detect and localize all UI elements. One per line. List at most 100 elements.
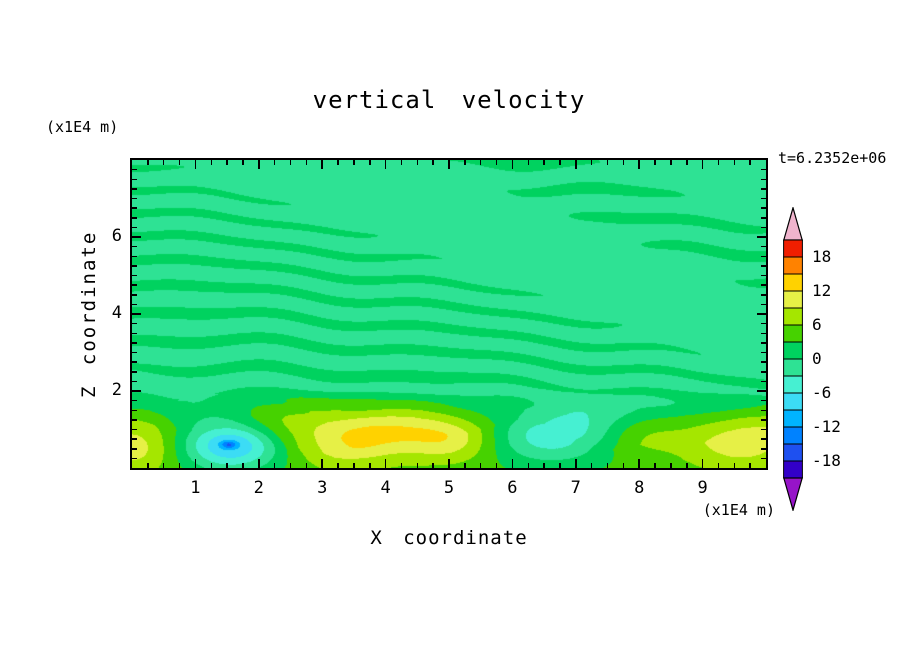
z-tick — [761, 226, 766, 229]
z-tick — [132, 178, 137, 180]
colorbar-band — [783, 392, 803, 411]
x-tick — [416, 463, 419, 468]
axis-ticks — [132, 160, 766, 468]
x-tick — [321, 459, 323, 468]
x-tick — [686, 463, 688, 468]
z-tick — [761, 332, 766, 334]
z-tick — [132, 274, 137, 277]
x-tick-label: 4 — [380, 478, 391, 498]
z-tick — [132, 390, 141, 392]
z-tick — [132, 188, 137, 190]
colorbar-under-arrow — [783, 477, 803, 511]
x-tick — [384, 459, 387, 468]
x-tick — [194, 459, 197, 468]
x-tick — [305, 160, 308, 165]
x-tick — [559, 463, 561, 468]
colorbar-over-arrow — [783, 207, 803, 241]
colorbar-tick-label: -12 — [812, 417, 841, 436]
x-tick — [717, 463, 720, 468]
colorbar-band — [783, 290, 803, 309]
z-tick — [757, 236, 766, 238]
colorbar-band — [783, 341, 803, 360]
contour-field-canvas — [132, 160, 766, 468]
z-tick — [761, 438, 766, 440]
z-tick-label: 2 — [111, 380, 122, 400]
z-tick — [761, 207, 766, 209]
z-tick — [132, 303, 137, 306]
z-tick — [132, 332, 137, 334]
x-tick — [559, 160, 561, 165]
x-tick — [527, 463, 529, 468]
z-tick-label: 4 — [111, 303, 122, 323]
z-tick — [132, 313, 141, 315]
z-tick — [132, 438, 137, 440]
x-tick — [464, 160, 466, 165]
colorbar-tick-label: 18 — [812, 247, 832, 266]
x-tick — [226, 160, 228, 165]
z-tick — [132, 226, 137, 229]
colorbar-tick-label: 0 — [812, 349, 822, 368]
x-axis-title: X coordinate — [370, 527, 528, 549]
x-tick-label: 2 — [253, 478, 264, 498]
z-tick — [761, 457, 766, 460]
x-tick — [432, 463, 434, 468]
z-tick — [132, 342, 137, 344]
x-tick — [511, 459, 514, 468]
z-tick — [761, 178, 766, 180]
z-tick — [132, 255, 137, 257]
x-tick — [289, 160, 292, 165]
x-tick-label: 1 — [190, 478, 201, 498]
x-tick — [606, 463, 609, 468]
colorbar-band — [783, 460, 803, 479]
x-tick — [432, 160, 434, 165]
x-tick — [258, 160, 260, 169]
x-tick — [226, 463, 228, 468]
colorbar — [783, 207, 803, 511]
z-tick — [132, 409, 137, 411]
x-tick — [321, 160, 323, 169]
x-tick — [273, 463, 276, 468]
x-tick-label: 7 — [570, 478, 581, 498]
x-tick — [733, 160, 736, 165]
x-tick-label: 6 — [507, 478, 518, 498]
colorbar-band — [783, 409, 803, 428]
x-tick — [400, 160, 403, 165]
x-tick — [670, 160, 672, 165]
x-tick — [527, 160, 529, 165]
x-tick — [686, 160, 688, 165]
z-tick — [761, 409, 766, 411]
x-tick — [479, 463, 482, 468]
z-tick — [761, 197, 766, 200]
z-tick — [132, 428, 137, 431]
z-tick — [761, 265, 766, 267]
z-tick — [761, 351, 766, 354]
x-tick — [178, 160, 181, 165]
x-tick — [384, 160, 387, 169]
x-tick — [749, 160, 751, 165]
colorbar-band — [783, 256, 803, 275]
x-tick — [369, 160, 371, 165]
colorbar-tick-label: -18 — [812, 451, 841, 470]
z-tick — [761, 342, 766, 344]
z-tick — [757, 390, 766, 392]
x-tick — [543, 463, 545, 468]
z-tick — [761, 361, 766, 363]
z-tick — [132, 351, 137, 354]
x-tick — [590, 160, 593, 165]
x-tick — [242, 463, 244, 468]
z-tick — [132, 380, 137, 383]
colorbar-band — [783, 273, 803, 292]
x-tick — [464, 463, 466, 468]
x-tick — [495, 160, 498, 165]
x-tick — [210, 160, 212, 165]
colorbar-band — [783, 375, 803, 394]
z-tick — [761, 294, 766, 296]
x-tick — [448, 459, 450, 468]
x-tick-label: 8 — [634, 478, 645, 498]
colorbar-band — [783, 324, 803, 343]
colorbar-band — [783, 239, 803, 258]
z-tick — [132, 197, 137, 200]
x-tick — [701, 160, 704, 169]
z-tick — [761, 419, 766, 421]
